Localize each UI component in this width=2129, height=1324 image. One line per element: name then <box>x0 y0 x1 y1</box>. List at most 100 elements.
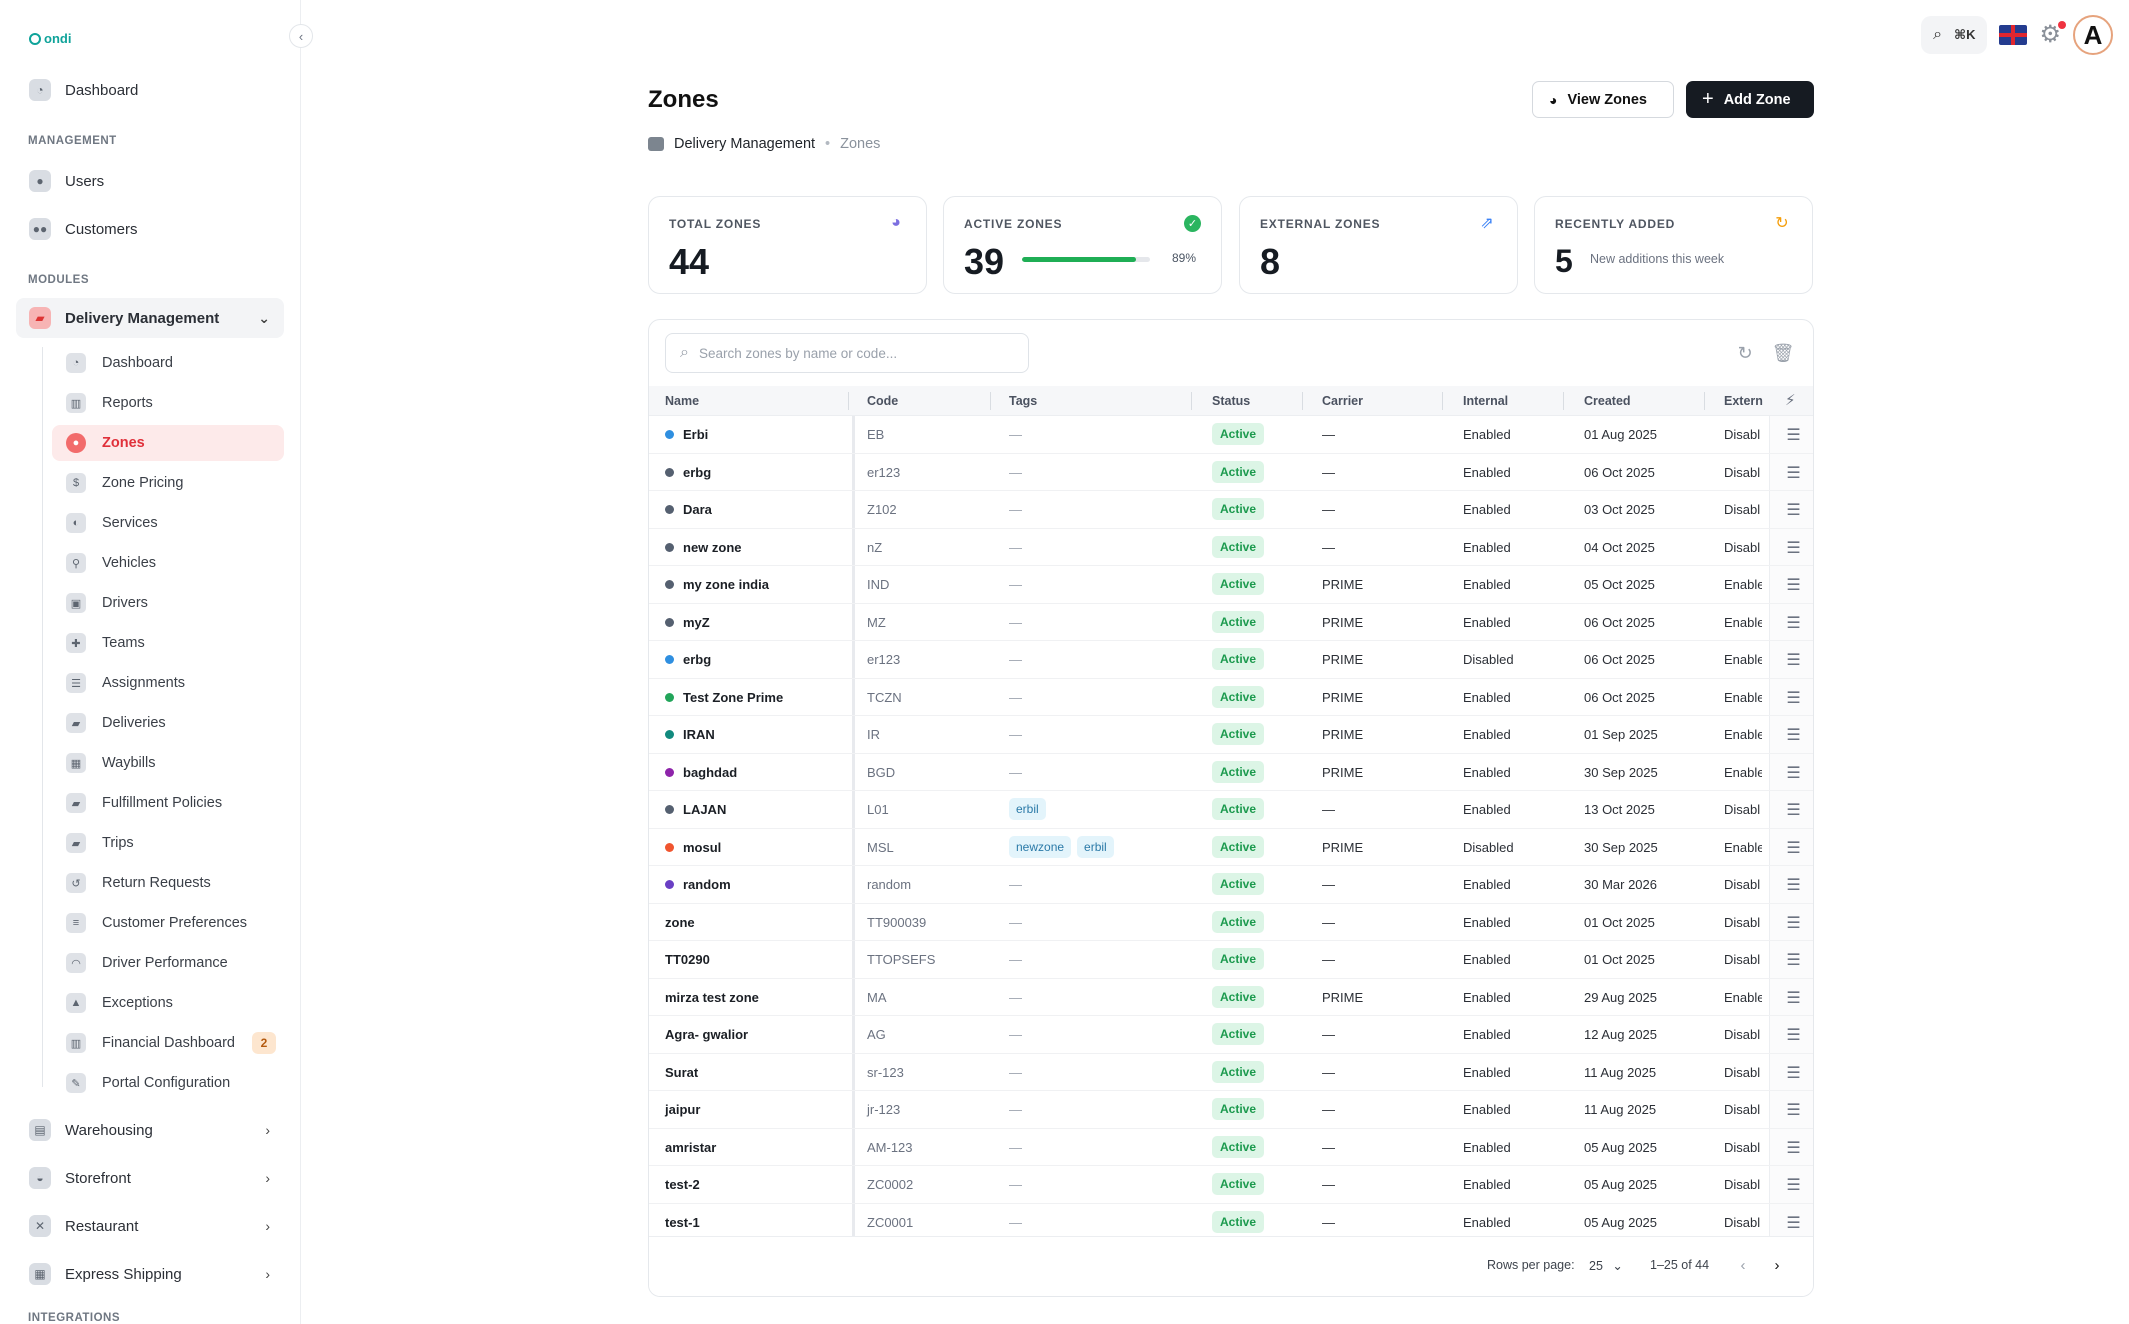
sidebar-subitem-services[interactable]: ◐ Services <box>52 505 284 541</box>
sidebar-subitem-fulfillment-policies[interactable]: ▰ Fulfillment Policies <box>52 785 284 821</box>
table-row[interactable]: baghdad BGD — Active PRIME Enabled 30 Sep 2025… <box>649 754 1813 791</box>
cell-name[interactable]: Dara <box>665 502 712 517</box>
cell-name[interactable]: IRAN <box>665 727 715 742</box>
table-row[interactable]: zone TT900039 — Active — Enabled 01 Oct 2025 Di… <box>649 904 1813 941</box>
cell-name[interactable]: TT0290 <box>665 952 710 967</box>
sidebar-item-users[interactable]: ● Users <box>16 161 284 201</box>
sidebar-group-restaurant[interactable]: ✕ Restaurant › <box>16 1206 284 1246</box>
row-menu-button[interactable]: ☰ <box>1772 800 1813 820</box>
table-row[interactable]: mirza test zone MA — Active PRIME Enabled 29 A… <box>649 979 1813 1016</box>
cell-name[interactable]: erbg <box>665 652 711 667</box>
table-row[interactable]: jaipur jr-123 — Active — Enabled 11 Aug 2025 Di… <box>649 1091 1813 1129</box>
row-menu-button[interactable]: ☰ <box>1772 575 1813 595</box>
table-row[interactable]: new zone nZ — Active — Enabled 04 Oct 2025 Disa… <box>649 529 1813 566</box>
sidebar-subitem-deliveries[interactable]: ▰ Deliveries <box>52 705 284 741</box>
column-header-tags[interactable]: Tags <box>1009 394 1038 408</box>
row-menu-button[interactable]: ☰ <box>1772 688 1813 708</box>
column-header-code[interactable]: Code <box>867 394 899 408</box>
row-menu-button[interactable]: ☰ <box>1772 988 1813 1008</box>
cell-name[interactable]: Test Zone Prime <box>665 690 783 705</box>
row-menu-button[interactable]: ☰ <box>1772 725 1813 745</box>
rows-per-page-select[interactable]: 25 ⌄ <box>1589 1258 1623 1273</box>
cell-name[interactable]: mosul <box>665 840 721 855</box>
next-page-button[interactable]: › <box>1766 1254 1788 1276</box>
sidebar-subitem-financial-dashboard[interactable]: ▥ Financial Dashboard <box>52 1025 284 1061</box>
cell-name[interactable]: Agra- gwalior <box>665 1027 748 1042</box>
sidebar-group-warehousing[interactable]: ▤ Warehousing › <box>16 1110 284 1150</box>
cell-name[interactable]: test-1 <box>665 1215 700 1230</box>
table-row[interactable]: mosul MSL newzone erbil Active PRIME Disabled 3… <box>649 829 1813 866</box>
row-menu-button[interactable]: ☰ <box>1772 838 1813 858</box>
row-menu-button[interactable]: ☰ <box>1772 875 1813 895</box>
breadcrumb-parent[interactable]: Delivery Management <box>674 136 816 152</box>
column-header-status[interactable]: Status <box>1212 394 1251 408</box>
sidebar-subitem-vehicles[interactable]: ⚲ Vehicles <box>52 545 284 581</box>
app-logo[interactable]: ondi <box>29 31 71 46</box>
settings-button[interactable]: ⚙ <box>2039 21 2066 47</box>
sidebar-subitem-reports[interactable]: ▥ Reports <box>52 385 284 421</box>
sidebar-subitem-zone-pricing[interactable]: $ Zone Pricing <box>52 465 284 501</box>
cell-name[interactable]: Surat <box>665 1065 698 1080</box>
previous-page-button[interactable]: ‹ <box>1732 1254 1754 1276</box>
row-menu-button[interactable]: ☰ <box>1772 613 1813 633</box>
sidebar-item-dashboard[interactable]: ◔ Dashboard <box>16 70 284 110</box>
sidebar-item-customers[interactable]: ●● Customers <box>16 209 284 249</box>
row-menu-button[interactable]: ☰ <box>1772 763 1813 783</box>
table-row[interactable]: my zone india IND — Active PRIME Enabled 05 Oc… <box>649 566 1813 604</box>
delete-button[interactable]: 🗑 <box>1772 342 1795 364</box>
language-flag-icon[interactable] <box>1999 25 2028 45</box>
row-menu-button[interactable]: ☰ <box>1772 1063 1813 1083</box>
column-header-carrier[interactable]: Carrier <box>1322 394 1363 408</box>
cell-name[interactable]: Erbi <box>665 427 708 442</box>
table-row[interactable]: Test Zone Prime TCZN — Active PRIME Enabled 06… <box>649 679 1813 716</box>
view-zones-button[interactable]: ◕ View Zones <box>1532 81 1674 118</box>
row-menu-button[interactable]: ☰ <box>1772 463 1813 483</box>
row-menu-button[interactable]: ☰ <box>1772 1100 1813 1120</box>
sidebar-subitem-waybills[interactable]: ▦ Waybills <box>52 745 284 781</box>
cell-name[interactable]: amristar <box>665 1140 716 1155</box>
sidebar-subitem-customer-preferences[interactable]: ≡ Customer Preferences <box>52 905 284 941</box>
table-row[interactable]: Surat sr-123 — Active — Enabled 11 Aug 2025 Dis… <box>649 1054 1813 1091</box>
cell-name[interactable]: new zone <box>665 540 742 555</box>
add-zone-button[interactable]: + Add Zone <box>1686 81 1814 118</box>
column-header-name[interactable]: Name <box>665 394 700 408</box>
sidebar-subitem-assignments[interactable]: ☰ Assignments <box>52 665 284 701</box>
pin-column-icon[interactable]: ⚡ <box>1785 392 1796 409</box>
table-row[interactable]: IRAN IR — Active PRIME Enabled 01 Sep 2025 Enab… <box>649 716 1813 754</box>
table-row[interactable]: Dara Z102 — Active — Enabled 03 Oct 2025 Disabl… <box>649 491 1813 529</box>
row-menu-button[interactable]: ☰ <box>1772 500 1813 520</box>
column-header-external[interactable]: Extern <box>1724 394 1763 408</box>
sidebar-subitem-teams[interactable]: ✚ Teams <box>52 625 284 661</box>
cell-name[interactable]: random <box>665 877 731 892</box>
table-row[interactable]: test-2 ZC0002 — Active — Enabled 05 Aug 2025 Di… <box>649 1166 1813 1204</box>
user-avatar[interactable]: A <box>2073 15 2113 55</box>
table-row[interactable]: erbg er123 — Active PRIME Disabled 06 Oct 2025… <box>649 641 1813 679</box>
cell-name[interactable]: erbg <box>665 465 711 480</box>
cell-name[interactable]: test-2 <box>665 1177 700 1192</box>
column-header-created[interactable]: Created <box>1584 394 1631 408</box>
row-menu-button[interactable]: ☰ <box>1772 1175 1813 1195</box>
table-row[interactable]: random random — Active — Enabled 30 Mar 2026 Di… <box>649 866 1813 904</box>
cell-name[interactable]: jaipur <box>665 1102 700 1117</box>
sidebar-subitem-drivers[interactable]: ▣ Drivers <box>52 585 284 621</box>
sidebar-group-delivery-management[interactable]: ▰ Delivery Management ⌄ <box>16 298 284 338</box>
refresh-button[interactable]: ↻ <box>1734 342 1756 364</box>
sidebar-subitem-dashboard[interactable]: ◔ Dashboard <box>52 345 284 381</box>
row-menu-button[interactable]: ☰ <box>1772 538 1813 558</box>
sidebar-group-express-shipping[interactable]: ▦ Express Shipping › <box>16 1254 284 1294</box>
row-menu-button[interactable]: ☰ <box>1772 1138 1813 1158</box>
row-menu-button[interactable]: ☰ <box>1772 913 1813 933</box>
table-row[interactable]: TT0290 TTOPSEFS — Active — Enabled 01 Oct 2025… <box>649 941 1813 979</box>
sidebar-subitem-driver-performance[interactable]: ◠ Driver Performance <box>52 945 284 981</box>
column-header-internal[interactable]: Internal <box>1463 394 1509 408</box>
row-menu-button[interactable]: ☰ <box>1772 950 1813 970</box>
sidebar-subitem-zones[interactable]: ● Zones <box>52 425 284 461</box>
row-menu-button[interactable]: ☰ <box>1772 425 1813 445</box>
sidebar-subitem-exceptions[interactable]: ▲ Exceptions <box>52 985 284 1021</box>
cell-name[interactable]: LAJAN <box>665 802 726 817</box>
cell-name[interactable]: zone <box>665 915 695 930</box>
table-row[interactable]: LAJAN L01 erbil Active — Enabled 13 Oct 2025 Di… <box>649 791 1813 829</box>
sidebar-subitem-portal-configuration[interactable]: ✎ Portal Configuration <box>52 1065 284 1101</box>
table-row[interactable]: Erbi EB — Active — Enabled 01 Aug 2025 Disabl ☰ <box>649 416 1813 454</box>
collapse-sidebar-button[interactable]: ‹ <box>289 24 313 48</box>
